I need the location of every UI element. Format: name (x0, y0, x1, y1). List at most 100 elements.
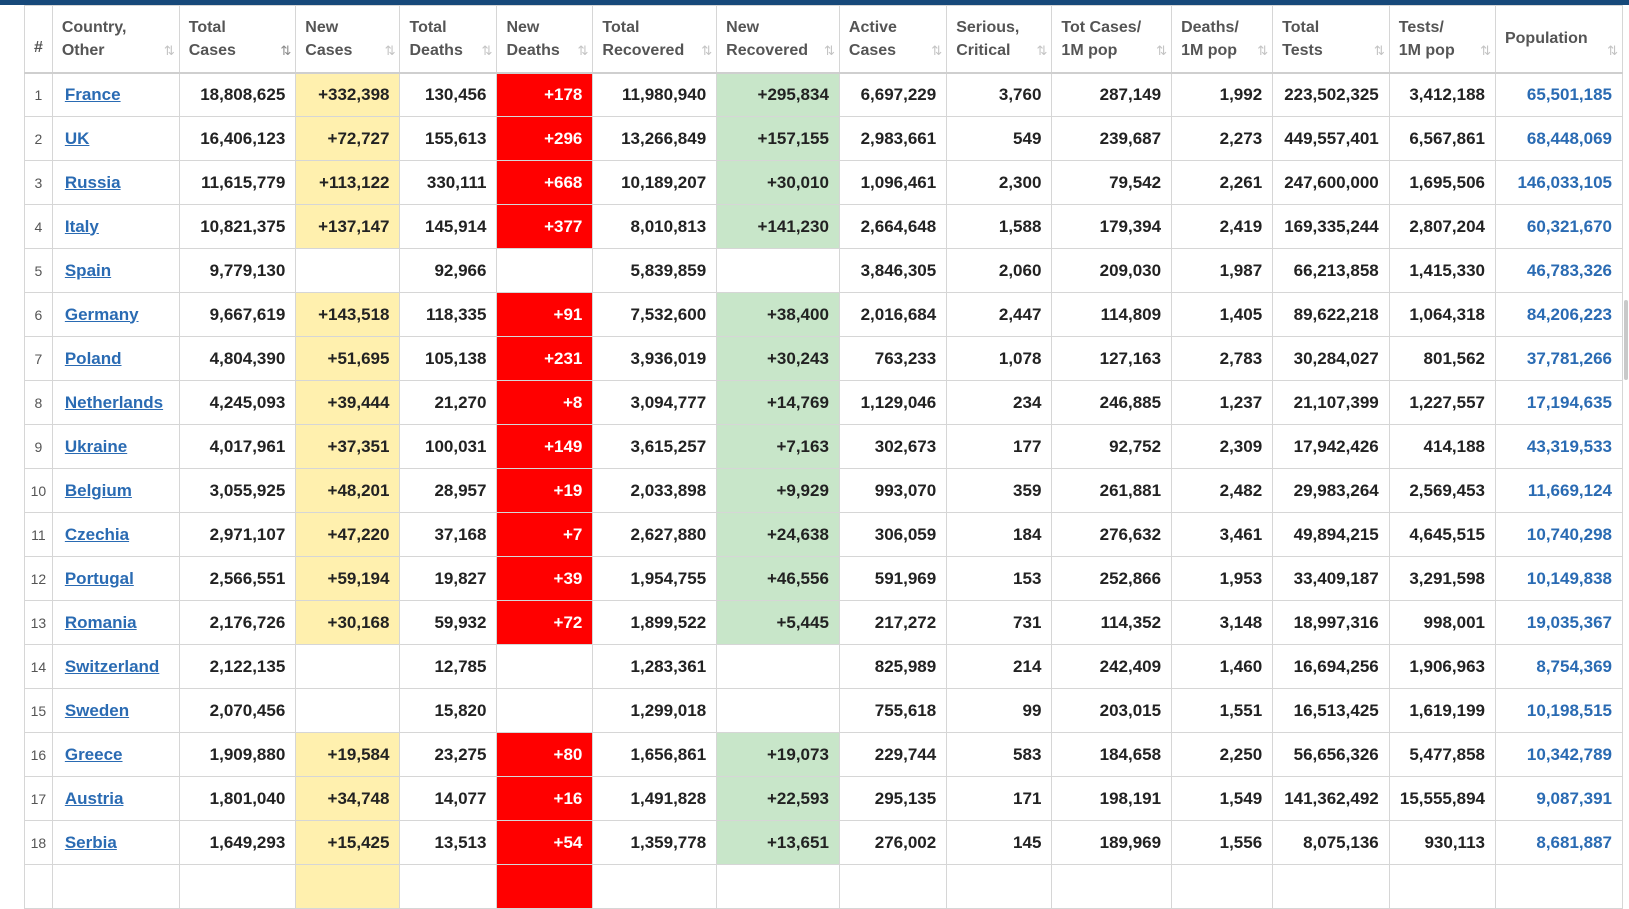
cell-serious: 234 (946, 380, 1053, 425)
cell-deaths-per-m: 3,461 (1171, 512, 1274, 557)
cell-rank: 15 (24, 688, 53, 733)
column-header-total-recovered[interactable]: Total Recovered ⇅ (592, 5, 718, 74)
cell-total-recovered: 13,266,849 (592, 116, 718, 161)
column-header-label: Total (409, 18, 447, 36)
country-link[interactable]: Switzerland (64, 656, 160, 676)
country-link[interactable]: Czechia (64, 524, 130, 544)
country-link[interactable]: Sweden (64, 700, 130, 720)
country-link[interactable]: Netherlands (64, 392, 164, 412)
cell-serious: 214 (946, 644, 1053, 689)
sort-arrows-icon[interactable]: ⇅ (931, 43, 942, 58)
country-link[interactable]: Ukraine (64, 436, 128, 456)
top-accent-bar (0, 0, 1629, 5)
sort-arrows-icon[interactable]: ⇅ (1257, 43, 1268, 58)
cell-active-cases: 276,002 (838, 820, 948, 865)
cell-deaths-per-m: 2,482 (1171, 468, 1274, 513)
cell-total-tests: 49,894,215 (1272, 512, 1390, 557)
column-header-population[interactable]: Population ⇅ (1494, 5, 1624, 74)
cell-tests-per-m: 1,906,963 (1388, 644, 1496, 689)
column-header-label: Cases (848, 41, 897, 59)
column-header-new-cases[interactable]: New Cases ⇅ (295, 5, 401, 74)
country-link[interactable]: Serbia (64, 832, 117, 852)
cell-population: 10,198,515 (1494, 688, 1624, 733)
sort-arrows-icon[interactable]: ⇅ (701, 43, 712, 58)
sort-arrows-icon[interactable]: ⇅ (1373, 43, 1385, 58)
column-header-serious[interactable]: Serious, Critical ⇅ (946, 5, 1053, 74)
cell-total-cases: 4,245,093 (178, 380, 297, 425)
vertical-scrollbar-thumb[interactable] (1624, 300, 1628, 380)
cell-deaths-per-m: 2,419 (1171, 204, 1274, 249)
country-link[interactable]: Germany (64, 304, 139, 324)
cell-cases-per-m: 209,030 (1051, 248, 1173, 293)
cell-deaths-per-m: 1,549 (1171, 776, 1274, 821)
cell-total-cases: 1,649,293 (178, 820, 297, 865)
sort-arrows-icon[interactable]: ⇅ (1036, 43, 1048, 58)
column-header-deaths-per-m[interactable]: Deaths/1M pop ⇅ (1171, 5, 1274, 74)
country-link[interactable]: Belgium (64, 480, 132, 500)
sort-arrows-icon[interactable]: ⇅ (1480, 43, 1491, 58)
column-header-total-tests[interactable]: Total Tests ⇅ (1272, 5, 1390, 74)
column-header-active-cases[interactable]: Active Cases ⇅ (838, 5, 948, 74)
cell-total-recovered: 1,899,522 (592, 600, 718, 645)
cell-country: Spain (51, 248, 180, 293)
sort-arrows-icon[interactable]: ⇅ (280, 43, 291, 58)
column-header-label: Population (1504, 30, 1588, 48)
cell-total-recovered: 3,615,257 (592, 424, 718, 469)
country-link[interactable]: Greece (64, 744, 123, 764)
cell-total-recovered: 2,033,898 (592, 468, 718, 513)
column-header-new-recovered[interactable]: New Recovered ⇅ (716, 5, 840, 74)
column-header-country[interactable]: Country, Other ⇅ (51, 5, 180, 74)
table-row: 2 UK 16,406,123 +72,727 155,613 +296 13,266,84… (24, 116, 1624, 161)
cell-new-deaths: +231 (496, 336, 594, 381)
cell-new-deaths: +54 (496, 820, 594, 865)
column-header-label: Tot Cases/ (1061, 18, 1142, 36)
country-link[interactable]: France (64, 84, 121, 104)
sort-arrows-icon[interactable]: ⇅ (481, 43, 493, 58)
cell-cases-per-m: 127,163 (1051, 336, 1173, 381)
cell-new-cases: +39,444 (295, 380, 401, 425)
country-link[interactable]: Italy (64, 216, 99, 236)
cell-new-cases (295, 644, 401, 689)
cell-tests-per-m: 4,645,515 (1388, 512, 1496, 557)
country-link[interactable]: Romania (64, 612, 137, 632)
cell-new-deaths: +377 (496, 204, 594, 249)
country-link[interactable]: UK (64, 128, 90, 148)
country-link[interactable]: Spain (64, 260, 112, 280)
column-header-label: Cases (305, 41, 353, 59)
column-header-total-cases[interactable]: Total Cases ⇅ (178, 5, 297, 74)
cell-rank: 6 (24, 292, 53, 337)
cell-deaths-per-m: 1,992 (1171, 72, 1274, 117)
cell-serious: 145 (946, 820, 1053, 865)
cell-total-deaths: 14,077 (399, 776, 498, 821)
cell-country: UK (51, 116, 180, 161)
country-link[interactable]: Portugal (64, 568, 134, 588)
column-header-cases-per-m[interactable]: Tot Cases/1M pop ⇅ (1051, 5, 1173, 74)
sort-arrows-icon[interactable]: ⇅ (163, 43, 175, 58)
table-row: 1 France 18,808,625 +332,398 130,456 +178 11,9… (24, 72, 1624, 117)
sort-arrows-icon[interactable]: ⇅ (824, 43, 835, 58)
column-header-label: Recovered (602, 41, 685, 59)
cell-active-cases: 591,969 (838, 556, 948, 601)
cell-deaths-per-m: 2,273 (1171, 116, 1274, 161)
cell-total-deaths: 23,275 (399, 732, 498, 777)
cell-rank: 2 (24, 116, 53, 161)
country-link[interactable]: Austria (64, 788, 124, 808)
cell-total-recovered: 3,936,019 (592, 336, 718, 381)
column-header-tests-per-m[interactable]: Tests/1M pop ⇅ (1388, 5, 1496, 74)
cell-country: Czechia (51, 512, 180, 557)
country-link[interactable]: Russia (64, 172, 121, 192)
cell-serious: 731 (946, 600, 1053, 645)
cell-total-cases: 18,808,625 (178, 72, 297, 117)
sort-arrows-icon[interactable]: ⇅ (384, 43, 396, 58)
column-header-new-deaths[interactable]: New Deaths ⇅ (496, 5, 594, 74)
cell-new-cases: +113,122 (295, 160, 401, 205)
sort-arrows-icon[interactable]: ⇅ (1607, 43, 1618, 58)
cell-total-cases: 1,801,040 (178, 776, 297, 821)
cell-total-recovered: 7,532,600 (592, 292, 718, 337)
column-header-total-deaths[interactable]: Total Deaths ⇅ (399, 5, 498, 74)
cell-total-cases: 16,406,123 (178, 116, 297, 161)
country-link[interactable]: Poland (64, 348, 122, 368)
cell-new-cases: +15,425 (295, 820, 401, 865)
sort-arrows-icon[interactable]: ⇅ (1156, 43, 1167, 58)
sort-arrows-icon[interactable]: ⇅ (577, 43, 588, 58)
